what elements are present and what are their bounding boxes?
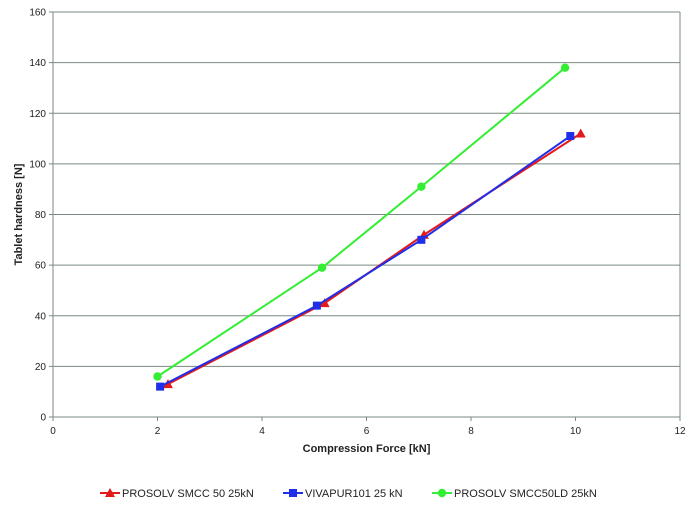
- data-point: [417, 182, 426, 191]
- y-tick-labels: 0 20 40 60 80 100 120 140 160: [29, 8, 46, 424]
- x-tick-label: 2: [155, 426, 161, 437]
- y-tick-label: 160: [29, 8, 46, 19]
- y-tick-label: 60: [35, 261, 47, 272]
- x-tick-label: 0: [50, 426, 56, 437]
- series-line: [159, 135, 571, 388]
- series-line: [156, 66, 566, 378]
- data-point: [319, 298, 330, 308]
- legend-entry: PROSOLV SMCC50LD 25kN: [432, 488, 597, 500]
- y-tick-label: 140: [29, 58, 46, 69]
- legend: PROSOLV SMCC 50 25kN VIVAPUR101 25 kN PROS…: [100, 488, 597, 500]
- y-tick-label: 0: [40, 413, 46, 424]
- y-tick-label: 80: [35, 210, 47, 221]
- data-point: [312, 301, 321, 310]
- y-axis-title: Tablet hardness [N]: [13, 163, 25, 265]
- x-tick-label: 12: [674, 426, 686, 437]
- series-0: [162, 128, 586, 389]
- y-tick-label: 120: [29, 109, 46, 120]
- data-point: [575, 128, 586, 138]
- x-axis-title: Compression Force [kN]: [303, 443, 431, 455]
- legend-marker: [105, 488, 115, 497]
- legend-label: PROSOLV SMCC 50 25kN: [122, 488, 254, 500]
- data-point: [417, 235, 426, 244]
- plot-frame: [49, 11, 681, 421]
- x-tick-label: 4: [259, 426, 265, 437]
- data-point: [317, 263, 327, 272]
- data-point: [566, 132, 575, 141]
- data-point: [153, 372, 162, 381]
- x-tick-labels: 0 2 4 6 8 10 12: [50, 426, 686, 437]
- x-tick-label: 10: [570, 426, 582, 437]
- data-point: [560, 63, 570, 72]
- gridlines: [53, 11, 680, 418]
- legend-marker: [289, 489, 297, 497]
- series-lines: [153, 63, 586, 391]
- data-point: [156, 382, 165, 391]
- x-tick-label: 6: [364, 426, 370, 437]
- legend-label: VIVAPUR101 25 kN: [305, 488, 403, 500]
- series-1: [156, 132, 575, 391]
- legend-entry: PROSOLV SMCC 50 25kN: [100, 488, 254, 500]
- y-tick-label: 20: [35, 362, 47, 373]
- y-tick-label: 100: [29, 159, 46, 170]
- series-2: [153, 63, 570, 381]
- legend-label: PROSOLV SMCC50LD 25kN: [454, 488, 597, 500]
- legend-marker: [437, 488, 447, 498]
- x-tick-label: 8: [468, 426, 474, 437]
- y-tick-label: 40: [35, 311, 47, 322]
- legend-entry: VIVAPUR101 25 kN: [283, 488, 403, 500]
